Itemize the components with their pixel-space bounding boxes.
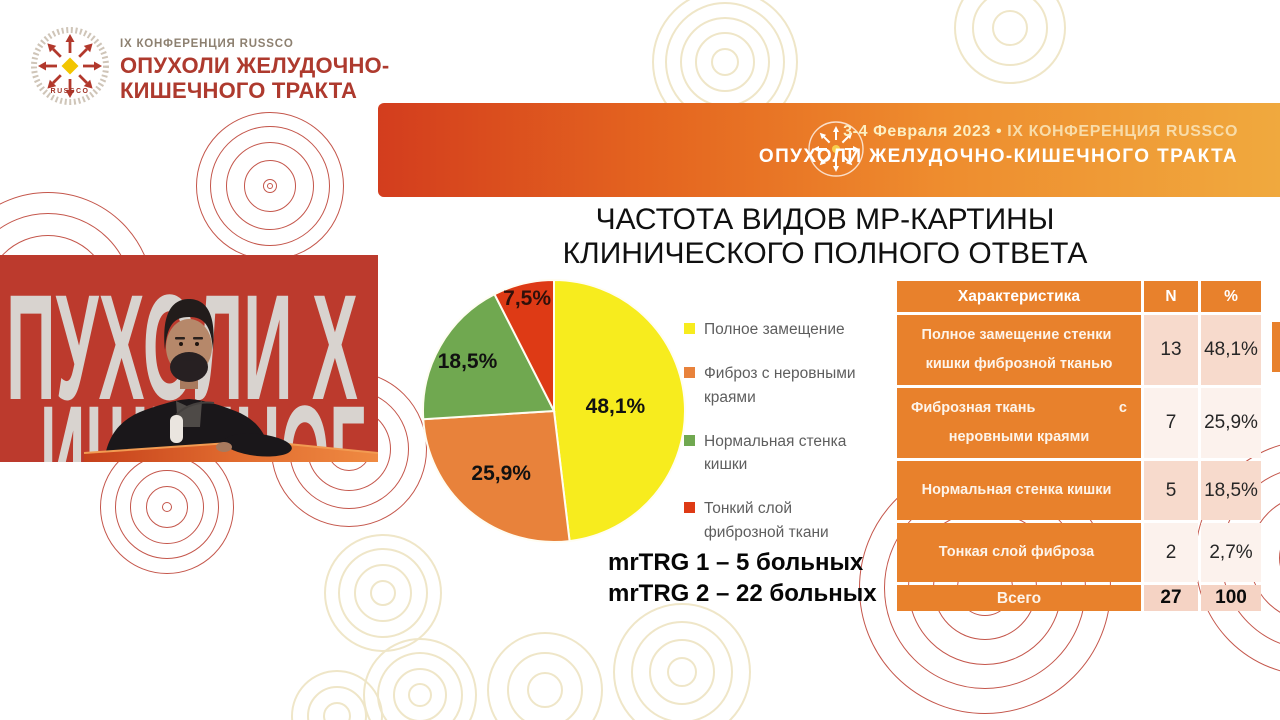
decorative-circle [487, 632, 603, 720]
pie-chart-svg [422, 278, 686, 543]
banner-date-line: 3-4 Февраля 2023 • IX КОНФЕРЕНЦИЯ RUSSCO [759, 123, 1238, 141]
speaker-hand [216, 442, 232, 452]
banner-conference-name: IX КОНФЕРЕНЦИЯ RUSSCO [1007, 123, 1238, 140]
legend-label: Фиброз с неровными краями [704, 365, 856, 406]
table-row-label: Фиброзная ткань с неровными краями [897, 388, 1141, 458]
table-total-label: Всего [897, 585, 1141, 611]
table-cell-percent: 2,7% [1201, 523, 1261, 582]
russco-emblem-icon: RUSSCO [31, 27, 109, 105]
slide-title: ЧАСТОТА ВИДОВ МР-КАРТИНЫ КЛИНИЧЕСКОГО ПО… [430, 203, 1220, 271]
table-cell-percent: 48,1% [1201, 315, 1261, 385]
table-row-label: Нормальная стенка кишки [897, 461, 1141, 520]
pie-slice-2 [422, 292, 556, 421]
banner-text: 3-4 Февраля 2023 • IX КОНФЕРЕНЦИЯ RUSSCO… [759, 123, 1238, 168]
mrtrg-note-2: mrTRG 2 – 22 больных [608, 579, 877, 607]
legend-label: Тонкий слой фиброзной ткани [704, 500, 829, 541]
pie-value-label: 7,5% [503, 286, 552, 310]
speaker-eyebrow [175, 337, 185, 340]
banner-title: ОПУХОЛИ ЖЕЛУДОЧНО-КИШЕЧНОГО ТРАКТА [758, 146, 1238, 167]
table-header-percent: % [1201, 281, 1261, 312]
legend-swatch-green-icon [684, 434, 695, 446]
mrtrg-note-1: mrTRG 1 – 5 больных [608, 549, 864, 576]
slide-title-line2: КЛИНИЧЕСКОГО ПОЛНОГО ОТВЕТА [562, 236, 1088, 270]
table-cell-n: 13 [1144, 315, 1198, 385]
slide-title-line1: ЧАСТОТА ВИДОВ МР-КАРТИНЫ [595, 203, 1055, 236]
legend-item: Нормальная стенка кишки [684, 430, 859, 477]
legend-swatch-orange-icon [684, 367, 695, 379]
pie-value-label: 18,5% [437, 349, 498, 373]
decorative-circle [324, 534, 442, 652]
table-header-n: N [1144, 281, 1198, 312]
speaker-video[interactable]: ПУХОЛИ Х ИШЕЧНОГ [0, 255, 378, 462]
decorative-circle [954, 0, 1066, 84]
pie-value-label: 48,1% [585, 395, 646, 419]
decorative-circle [613, 603, 751, 720]
speaker-beard [170, 352, 208, 382]
results-table: Характеристика N % Полное замещение стен… [897, 281, 1261, 611]
pie-slice-0 [553, 278, 686, 543]
legend-label: Полное замещение [704, 321, 845, 338]
pie-chart: 48,1% 25,9% 18,5% 7,5% [409, 266, 699, 556]
table-cell-percent: 25,9% [1201, 388, 1261, 458]
logo-subtitle: IX КОНФЕРЕНЦИЯ RUSSCO [120, 38, 294, 50]
mrtrg-notes: mrTRG 1 – 5 больных mrTRG 2 – 22 больных [608, 548, 877, 609]
legend-label: Нормальная стенка кишки [704, 432, 847, 473]
table-row-label: Тонкая слой фиброза [897, 523, 1141, 582]
logo-title: ОПУХОЛИ ЖЕЛУДОЧНО- КИШЕЧНОГО ТРАКТА [120, 53, 389, 104]
right-edge-strip [1272, 322, 1280, 372]
table-total-percent: 100 [1201, 585, 1261, 611]
logo-title-line2: КИШЕЧНОГО ТРАКТА [120, 78, 358, 104]
legend-item: Фиброз с неровными краями [684, 362, 859, 409]
banner-date: 3-4 Февраля 2023 [843, 123, 991, 140]
banner-bullet: • [996, 123, 1003, 140]
legend-item: Тонкий слой фиброзной ткани [684, 497, 859, 544]
banner-emblem-icon [808, 121, 864, 177]
decorative-circle [196, 112, 344, 260]
conference-banner: 3-4 Февраля 2023 • IX КОНФЕРЕНЦИЯ RUSSCO… [378, 103, 1280, 197]
microphone-stem-icon [175, 401, 215, 416]
table-cell-n: 7 [1144, 388, 1198, 458]
pie-value-label: 25,9% [471, 462, 531, 486]
pie-legend: Полное замещение Фиброз с неровными края… [684, 318, 859, 565]
table-cell-n: 2 [1144, 523, 1198, 582]
speaker-eyebrow [193, 337, 203, 340]
legend-swatch-yellow-icon [684, 323, 695, 334]
speaker-arm [224, 433, 292, 457]
logo-title-line1: ОПУХОЛИ ЖЕЛУДОЧНО- [120, 53, 390, 78]
microphone-icon [170, 415, 183, 443]
speaker-eye [179, 342, 183, 346]
speaker-eye [195, 342, 199, 346]
pie-slice-3 [493, 278, 555, 412]
table-row-label: Полное замещение стенки кишки фиброзной … [897, 315, 1141, 385]
russco-brand-text: RUSSCO [51, 88, 90, 95]
table-total-n: 27 [1144, 585, 1198, 611]
conference-logo: RUSSCO IX КОНФЕРЕНЦИЯ RUSSCO ОПУХОЛИ ЖЕЛ… [30, 26, 389, 106]
pie-slice-1 [422, 409, 571, 543]
speaker [83, 299, 378, 462]
table-cell-n: 5 [1144, 461, 1198, 520]
speaker-moustache [181, 355, 197, 361]
table-header-characteristic: Характеристика [897, 281, 1141, 312]
legend-item: Полное замещение [684, 318, 859, 341]
legend-swatch-red-icon [684, 502, 695, 514]
speaker-hair [164, 299, 214, 350]
table-cell-percent: 18,5% [1201, 461, 1261, 520]
